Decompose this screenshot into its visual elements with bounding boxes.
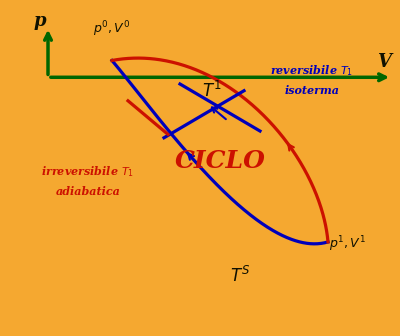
Text: $p^0, V^0$: $p^0, V^0$ [93, 20, 131, 39]
Text: p: p [34, 12, 46, 30]
Text: irreversibile $T_1$: irreversibile $T_1$ [42, 164, 134, 178]
Text: $T^1$: $T^1$ [202, 81, 222, 101]
Text: reversibile $T_1$: reversibile $T_1$ [270, 63, 354, 78]
Text: CICLO: CICLO [174, 149, 266, 173]
Text: adiabatica: adiabatica [56, 186, 120, 197]
Text: $T^S$: $T^S$ [230, 265, 250, 286]
Text: $p^1, V^1$: $p^1, V^1$ [330, 235, 366, 254]
Text: V: V [377, 52, 391, 71]
Text: isoterma: isoterma [284, 85, 340, 96]
